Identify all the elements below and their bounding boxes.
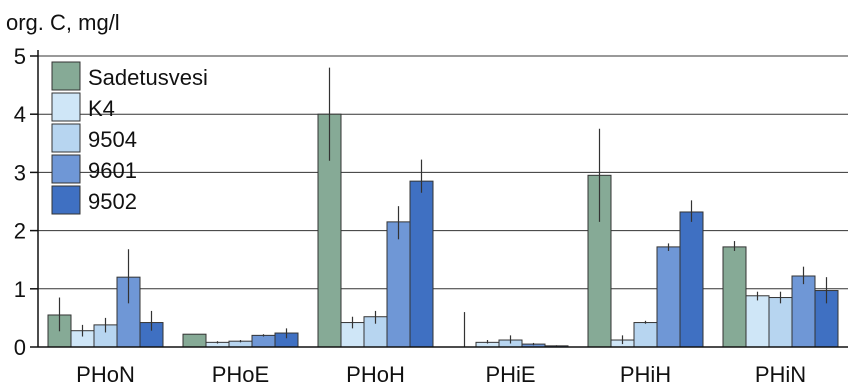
x-tick-label: PHoN	[76, 362, 135, 387]
legend-swatch	[51, 185, 81, 215]
legend-label: 9502	[88, 189, 137, 214]
y-tick-label: 4	[14, 102, 26, 127]
legend-label: 9601	[88, 158, 137, 183]
x-tick-label: PHoH	[346, 362, 405, 387]
x-tick-label: PHiE	[485, 362, 535, 387]
bar-9601-phoe	[251, 334, 276, 348]
x-tick-label: PHiH	[620, 362, 671, 387]
y-axis-title: org. C, mg/l	[6, 10, 120, 35]
legend-swatch	[51, 123, 81, 153]
x-tick-label: PHoE	[212, 362, 269, 387]
legend-swatch	[51, 154, 81, 184]
bar-sadetusvesi-phoe	[182, 333, 207, 348]
x-tick-label: PHiN	[755, 362, 806, 387]
bar-k4-phin	[745, 295, 770, 348]
y-tick-label: 3	[14, 160, 26, 185]
bar-9601-phih	[656, 246, 681, 348]
legend-swatch	[51, 92, 81, 122]
legend-label: 9504	[88, 127, 137, 152]
bar-9504-phin	[768, 297, 793, 348]
y-tick-label: 2	[14, 219, 26, 244]
y-tick-label: 1	[14, 277, 26, 302]
legend-label: K4	[88, 96, 115, 121]
bar-9601-phin	[791, 275, 816, 348]
bar-9601-phoh	[386, 221, 411, 348]
bar-9504-phih	[633, 322, 658, 348]
bar-sadetusvesi-phin	[722, 246, 747, 348]
legend-label: Sadetusvesi	[88, 65, 208, 90]
legend-swatch	[51, 61, 81, 91]
bar-9502-phih	[679, 211, 704, 348]
y-tick-label: 0	[14, 335, 26, 360]
bar-9502-phoh	[409, 180, 434, 348]
y-tick-label: 5	[14, 44, 26, 69]
